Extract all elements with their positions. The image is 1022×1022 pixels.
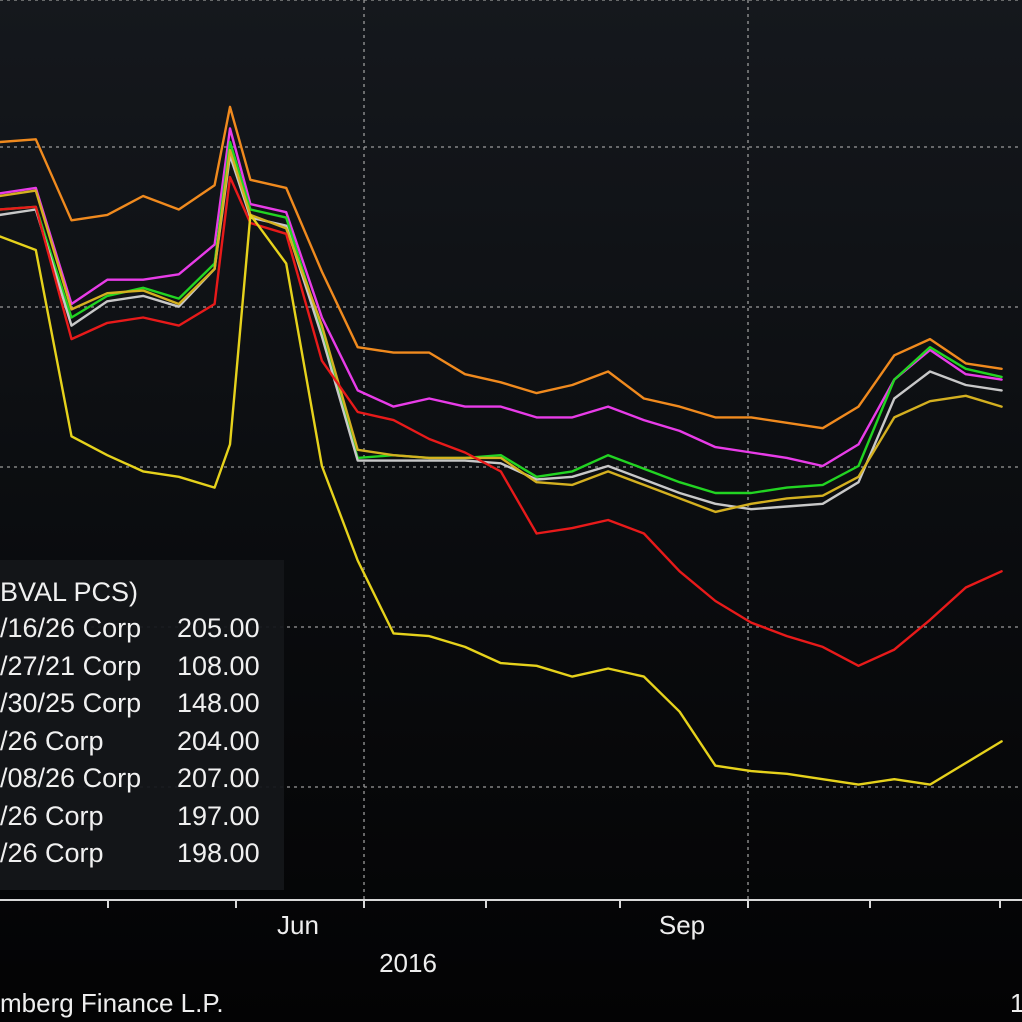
legend-last-value: 108.00 (177, 650, 260, 681)
legend-header: BVAL PCS) (0, 577, 139, 607)
legend-security-name: /26 Corp (0, 725, 104, 756)
series-line-1 (0, 127, 1003, 468)
legend-row: /26 Corp 198.00 (0, 835, 284, 873)
source-credit: mberg Finance L.P. (0, 988, 224, 1018)
legend-rows: /16/26 Corp 205.00/27/21 Corp 108.00/30/25… (0, 610, 284, 873)
legend: BVAL PCS) /16/26 Corp 205.00/27/21 Corp 10… (0, 560, 284, 890)
legend-security-name: /08/26 Corp (0, 763, 142, 793)
legend-row: /30/25 Corp 148.00 (0, 685, 284, 723)
legend-security-name: /26 Corp (0, 838, 104, 868)
series-line-6 (0, 213, 1003, 786)
legend-row: /27/21 Corp 108.00 (0, 648, 284, 686)
legend-last-value: 198.00 (177, 838, 260, 868)
x-tick-label: Sep (659, 910, 705, 940)
series-line-2 (0, 140, 1003, 495)
page-number: 1 (1010, 988, 1022, 1018)
legend-security-name: /30/25 Corp (0, 688, 142, 718)
series-line-0 (0, 105, 1003, 430)
legend-last-value: 207.00 (177, 763, 260, 793)
legend-last-value: 205.00 (177, 613, 260, 643)
legend-security-name: /27/21 Corp (0, 650, 142, 681)
legend-security-name: /16/26 Corp (0, 613, 142, 643)
series-line-4 (0, 148, 1003, 514)
x-axis: Jun Sep 2016 (0, 899, 1022, 978)
series-line-5 (0, 175, 1003, 667)
legend-last-value: 148.00 (177, 688, 260, 718)
series-lines (0, 105, 1003, 786)
legend-last-value: 197.00 (177, 800, 260, 831)
legend-row: /08/26 Corp 207.00 (0, 760, 284, 798)
legend-row: /26 Corp 204.00 (0, 723, 284, 761)
legend-row: /16/26 Corp 205.00 (0, 610, 284, 648)
footer: mberg Finance L.P. 1 (0, 988, 1022, 1018)
legend-row: /26 Corp 197.00 (0, 798, 284, 836)
x-tick-label: Jun (277, 910, 319, 940)
legend-security-name: /26 Corp (0, 800, 104, 831)
legend-last-value: 204.00 (177, 725, 260, 756)
x-year-label: 2016 (379, 948, 437, 978)
